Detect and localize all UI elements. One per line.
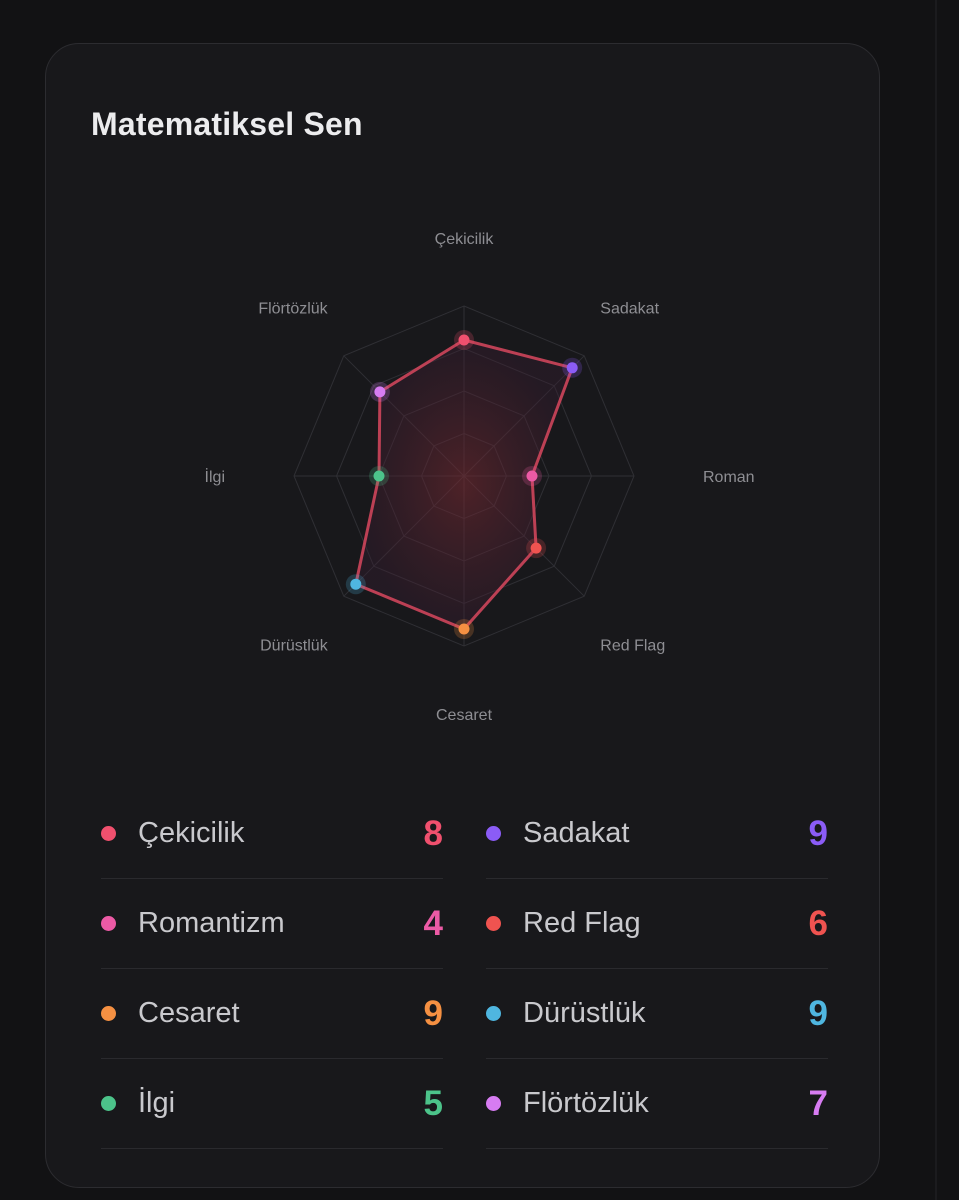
legend-label: Cesaret [138,997,240,1029]
data-point [350,578,362,590]
legend-label: Dürüstlük [523,997,646,1029]
legend-dot-icon [486,1096,501,1111]
legend-label: Red Flag [523,907,641,939]
series-area [354,338,574,631]
legend-dot-icon [101,916,116,931]
legend-item: Cesaret 9 [101,969,443,1059]
data-point [530,542,542,554]
legend-value: 9 [423,994,443,1033]
data-point [566,362,578,374]
legend-label: Çekicilik [138,817,245,849]
legend-item: Romantizm 4 [101,879,443,969]
legend-dot-icon [486,916,501,931]
radar-area [354,338,574,631]
radar-chart: Çekicilik Sadakat Roman Red Flag Cesaret Dürü… [205,231,755,724]
legend-item: Flörtözlük 7 [486,1059,828,1149]
legend-item: Red Flag 6 [486,879,828,969]
axis-label: Dürüstlük [260,637,329,654]
legend-value: 4 [423,904,443,943]
axis-label: İlgi [205,467,225,486]
legend-value: 6 [808,904,828,943]
legend-label: Flörtözlük [523,1087,649,1119]
legend-dot-icon [101,826,116,841]
data-point [458,334,470,346]
axis-label: Roman [703,469,755,486]
stats-card: Matematiksel Sen Çekicilik Sadakat Roman Re… [45,43,880,1188]
legend-item: Çekicilik 8 [101,789,443,879]
axis-label: Red Flag [600,637,665,654]
legend-value: 8 [423,814,443,853]
axis-label: Çekicilik [435,231,495,248]
legend-label: Sadakat [523,817,630,849]
data-point [458,623,470,635]
legend-item: Dürüstlük 9 [486,969,828,1059]
legend-value: 9 [808,814,828,853]
right-scroll-rail [935,0,937,1200]
axis-label: Sadakat [600,301,659,318]
axis-label: Flörtözlük [258,301,328,318]
axis-label: Cesaret [436,707,493,724]
legend-value: 5 [423,1084,443,1123]
data-point [373,470,385,482]
legend-label: İlgi [138,1087,176,1119]
data-point [526,470,538,482]
stats-legend: Çekicilik 8 Sadakat 9 Romantizm 4 Red Flag 6 Ces… [101,789,828,1149]
radar-labels: Çekicilik Sadakat Roman Red Flag Cesaret Dürü… [205,231,755,724]
legend-value: 7 [808,1084,828,1123]
legend-item: Sadakat 9 [486,789,828,879]
radar-points [345,330,583,639]
card-title: Matematiksel Sen [91,106,363,142]
legend-dot-icon [486,1006,501,1021]
legend-dot-icon [101,1006,116,1021]
legend-value: 9 [808,994,828,1033]
data-point [374,386,386,398]
legend-dot-icon [101,1096,116,1111]
legend-dot-icon [486,826,501,841]
legend-label: Romantizm [138,907,285,939]
legend-item: İlgi 5 [101,1059,443,1149]
